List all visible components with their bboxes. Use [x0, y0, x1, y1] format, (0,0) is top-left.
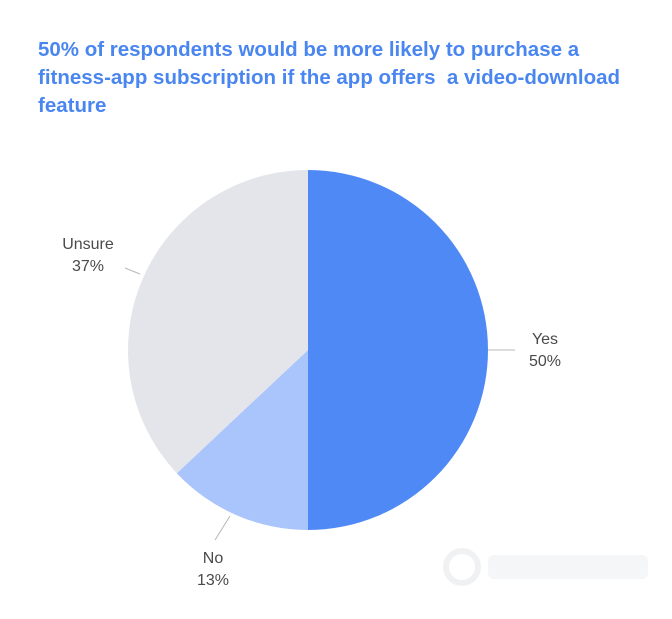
slice-label-no: No 13% [197, 550, 229, 589]
slice-labels: Yes 50% No 13% Unsure 37% [62, 236, 561, 589]
slice-percent-yes: 50% [529, 353, 561, 370]
slice-label-yes: Yes 50% [529, 331, 561, 370]
watermark-logo [443, 548, 648, 586]
slice-name-yes: Yes [532, 331, 558, 348]
pie-slice-yes [308, 170, 488, 530]
leader-line-unsure [124, 267, 141, 275]
slice-percent-no: 13% [197, 572, 229, 589]
slice-percent-unsure: 37% [72, 258, 104, 275]
chart-title: 50% of respondents would be more likely … [38, 38, 626, 117]
pie-slice-unsure [128, 170, 308, 474]
slice-name-unsure: Unsure [62, 236, 114, 253]
leader-line-no [214, 515, 231, 541]
pie-slices [128, 170, 488, 530]
pie-slice-no [176, 350, 308, 530]
leader-lines [124, 267, 515, 541]
slice-name-no: No [203, 550, 224, 567]
slice-label-unsure: Unsure 37% [62, 236, 114, 275]
